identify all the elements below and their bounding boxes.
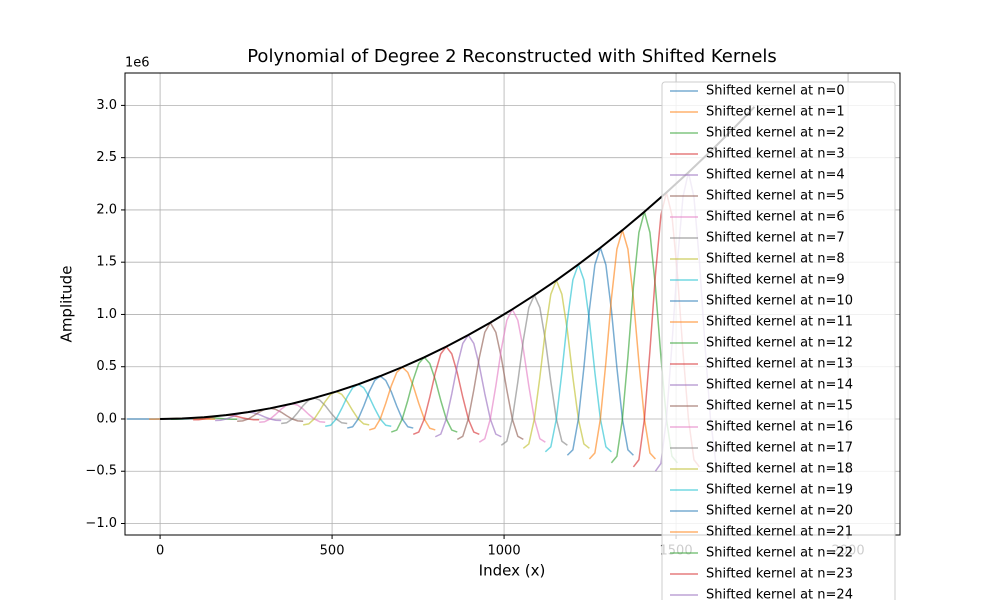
legend-label: Shifted kernel at n=10: [706, 294, 853, 309]
polynomial-line: [160, 106, 756, 420]
chart-title: Polynomial of Degree 2 Reconstructed wit…: [247, 46, 777, 67]
legend-label: Shifted kernel at n=11: [706, 315, 853, 330]
y-tick-label: 2.5: [96, 150, 117, 165]
y-tick-label: 0.0: [96, 411, 117, 426]
legend-label: Shifted kernel at n=16: [706, 420, 853, 435]
legend-label: Shifted kernel at n=1: [706, 105, 845, 120]
legend-label: Shifted kernel at n=7: [706, 231, 845, 246]
y-tick-label: 3.0: [96, 98, 117, 113]
legend-label: Shifted kernel at n=20: [706, 504, 853, 519]
legend-label: Shifted kernel at n=22: [706, 546, 853, 561]
legend: Shifted kernel at n=0 Shifted kernel at n…: [661, 81, 896, 600]
x-tick-label: 500: [320, 544, 345, 559]
legend-label: Shifted kernel at n=9: [706, 273, 845, 288]
legend-label: Shifted kernel at n=15: [706, 399, 853, 414]
legend-label: Shifted kernel at n=6: [706, 210, 845, 225]
y-tick-label: −1.0: [85, 516, 117, 531]
legend-label: Shifted kernel at n=5: [706, 189, 845, 204]
x-axis-label: Index (x): [479, 562, 546, 580]
y-tick-label: −0.5: [85, 464, 117, 479]
y-tick-label: 1.0: [96, 307, 117, 322]
x-tick-label: 1000: [488, 544, 521, 559]
legend-label: Shifted kernel at n=23: [706, 567, 853, 582]
legend-label: Shifted kernel at n=17: [706, 441, 853, 456]
legend-label: Shifted kernel at n=18: [706, 462, 853, 477]
legend-label: Shifted kernel at n=4: [706, 168, 845, 183]
legend-label: Shifted kernel at n=14: [706, 378, 853, 393]
y-tick-label: 0.5: [96, 359, 117, 374]
legend-label: Shifted kernel at n=8: [706, 252, 845, 267]
y-offset-text: 1e6: [125, 56, 150, 71]
legend-label: Shifted kernel at n=21: [706, 525, 853, 540]
y-axis-label: Amplitude: [58, 266, 76, 343]
legend-label: Shifted kernel at n=12: [706, 336, 853, 351]
legend-label: Shifted kernel at n=24: [706, 588, 853, 600]
legend-label: Shifted kernel at n=13: [706, 357, 853, 372]
legend-label: Shifted kernel at n=19: [706, 483, 853, 498]
axes-frame: [124, 72, 901, 536]
x-tick-label: 0: [156, 544, 164, 559]
legend-label: Shifted kernel at n=2: [706, 126, 845, 141]
legend-label: Shifted kernel at n=0: [706, 84, 845, 99]
y-tick-label: 2.0: [96, 202, 117, 217]
legend-box: [661, 81, 896, 600]
legend-label: Shifted kernel at n=3: [706, 147, 845, 162]
y-tick-label: 1.5: [96, 255, 117, 270]
